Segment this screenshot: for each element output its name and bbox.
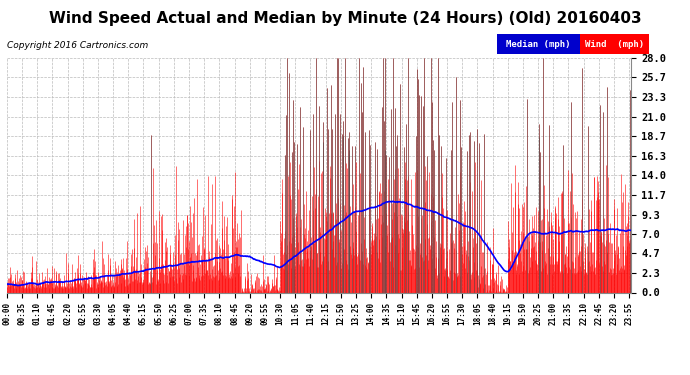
Text: Median (mph): Median (mph) — [506, 40, 571, 49]
Text: Wind  (mph): Wind (mph) — [584, 40, 644, 49]
Text: Copyright 2016 Cartronics.com: Copyright 2016 Cartronics.com — [7, 41, 148, 50]
Text: Wind Speed Actual and Median by Minute (24 Hours) (Old) 20160403: Wind Speed Actual and Median by Minute (… — [49, 11, 641, 26]
